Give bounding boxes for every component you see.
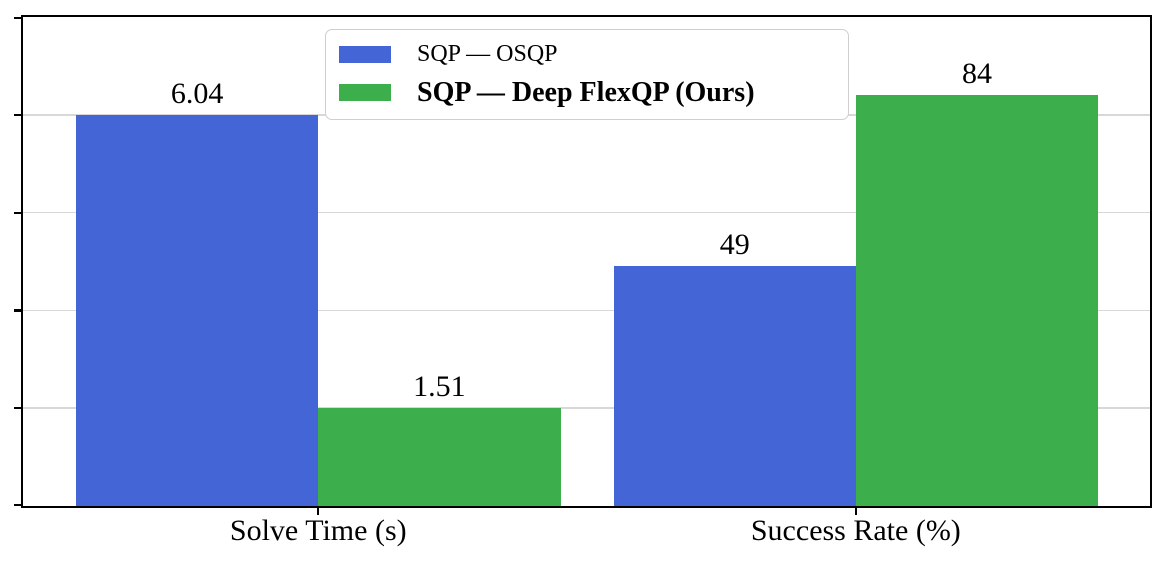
plot-area: Solve Time (s) Success Rate (%) 6.04 49 1.…: [14, 15, 1152, 546]
legend-entry-deep-flexqp: SQP — Deep FlexQP (Ours): [339, 76, 848, 108]
y-tick-20: [14, 407, 21, 410]
legend-entry-sqp-osqp: SQP — OSQP: [339, 42, 848, 66]
y-tick-0: [14, 503, 21, 506]
legend-swatch-blue: [339, 45, 391, 63]
legend-label-sqp-osqp: SQP — OSQP: [417, 41, 558, 68]
bar-value-label: 1.51: [413, 370, 466, 404]
bar-series0-cat0: 6.04: [75, 78, 319, 506]
bar-series1-cat0: 1.51: [318, 372, 561, 506]
legend-swatch-green: [339, 84, 391, 102]
gridline-y-60: [23, 211, 1150, 214]
x-category-label-solve-time: Solve Time (s): [229, 514, 407, 547]
bar-series1-cat1: 84: [855, 59, 1099, 506]
legend: SQP — OSQP SQP — Deep FlexQP (Ours): [325, 29, 849, 120]
gridline-y-20: [23, 407, 1150, 409]
bar-value-label: 84: [961, 57, 992, 91]
x-tick-1: [854, 508, 857, 515]
bar-value-label: 49: [719, 228, 750, 262]
y-tick-40: [14, 309, 21, 312]
legend-label-deep-flexqp: SQP — Deep FlexQP (Ours): [417, 76, 755, 108]
y-tick-80: [14, 113, 21, 116]
x-category-label-success-rate: Success Rate (%): [750, 514, 961, 547]
y-tick-100: [14, 17, 21, 20]
x-tick-0: [317, 508, 320, 515]
bar-series0-cat1: 49: [613, 230, 856, 506]
bar-value-label: 6.04: [170, 76, 224, 110]
y-tick-60: [14, 211, 21, 214]
gridline-y-40: [23, 309, 1150, 312]
